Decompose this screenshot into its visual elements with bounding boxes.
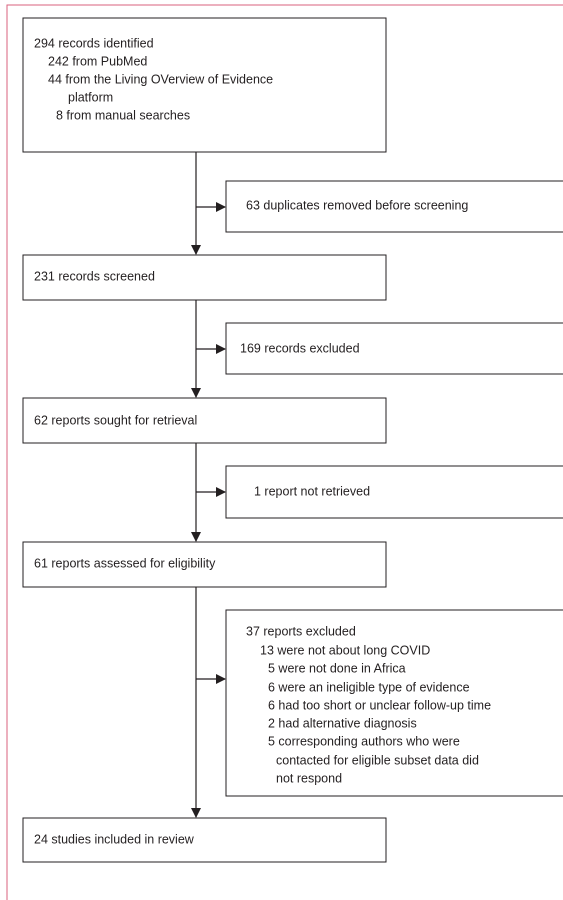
box-line: 13 were not about long COVID <box>260 643 430 657</box>
box-heading: 231 records screened <box>34 269 155 283</box>
box-line: 44 from the Living OVerview of Evidence <box>48 72 273 86</box>
box <box>22 17 387 153</box>
box-heading: 1 report not retrieved <box>254 484 370 498</box>
box-heading: 169 records excluded <box>240 341 360 355</box>
box-line: 5 were not done in Africa <box>268 661 406 675</box>
box-line: platform <box>68 90 113 104</box>
box-heading: 37 reports excluded <box>246 624 356 638</box>
box-line: 8 from manual searches <box>56 108 190 122</box>
page-border <box>6 4 563 900</box>
box <box>22 541 387 588</box>
box-line: not respond <box>276 771 342 785</box>
box-heading: 61 reports assessed for eligibility <box>34 556 216 570</box>
box <box>22 397 387 444</box>
box <box>225 465 563 519</box>
box-line: 242 from PubMed <box>48 54 147 68</box>
boxes: 294 records identified 242 from PubMed 44 … <box>22 17 563 863</box>
box-line: contacted for eligible subset data did <box>276 753 479 767</box>
box-heading: 62 reports sought for retrieval <box>34 413 197 427</box>
box-heading: 24 studies included in review <box>34 832 195 846</box>
box-line: 2 had alternative diagnosis <box>268 716 417 730</box>
box-line: 6 were an ineligible type of evidence <box>268 680 470 694</box>
box-heading: 63 duplicates removed before screening <box>246 198 468 212</box>
box-line: 6 had too short or unclear follow-up tim… <box>268 698 491 712</box>
box <box>225 609 563 797</box>
box-line: 5 corresponding authors who were <box>268 734 460 748</box>
box <box>22 817 387 863</box>
box <box>225 322 563 375</box>
box-heading: 294 records identified <box>34 36 154 50</box>
box <box>225 180 563 233</box>
box <box>22 254 387 301</box>
connectors <box>191 152 226 818</box>
